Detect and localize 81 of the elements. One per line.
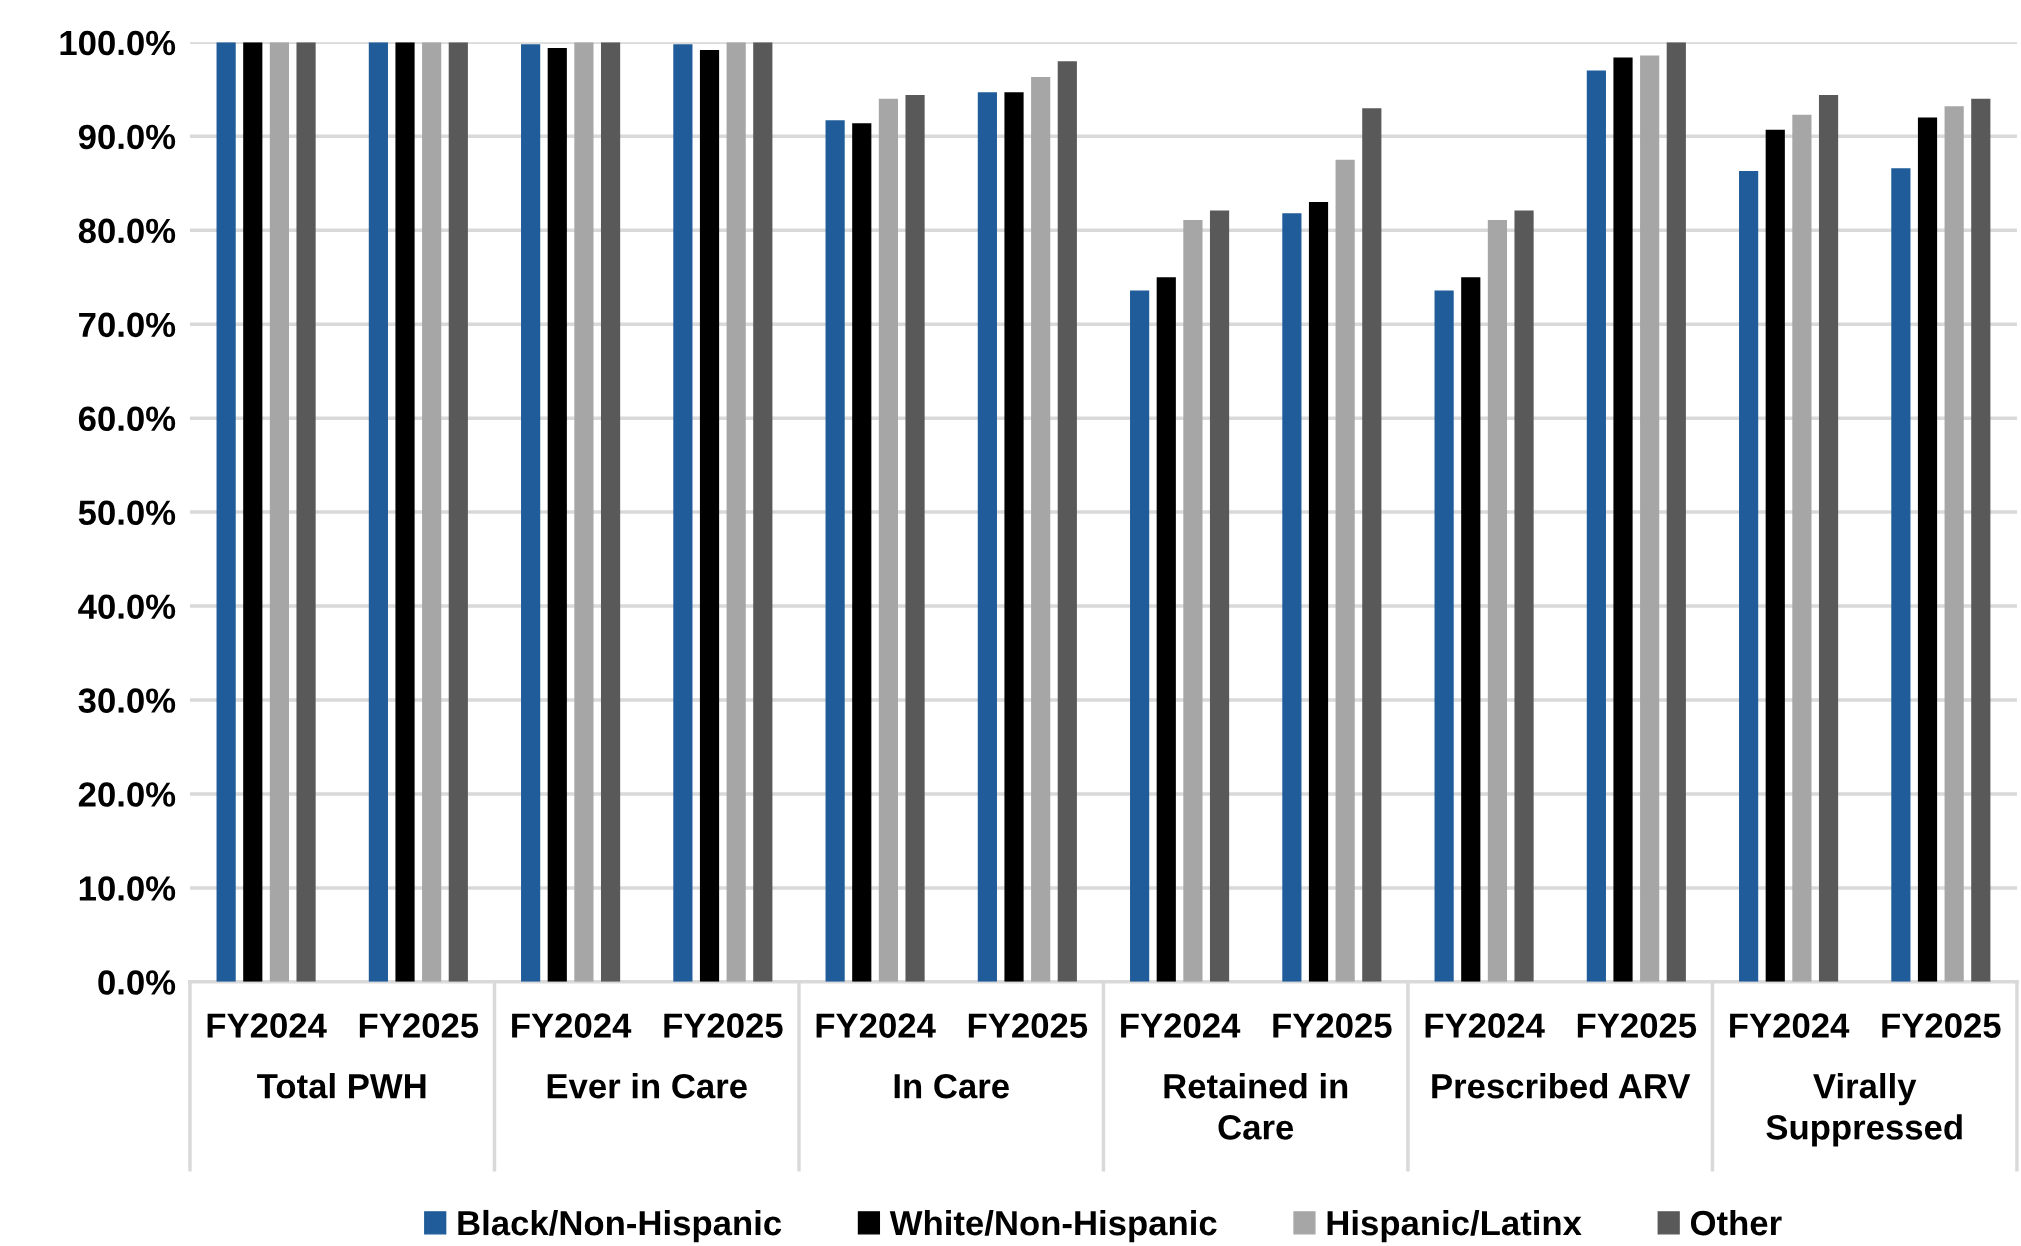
x-tick-label: FY2024	[207, 1013, 327, 1038]
x-tick-label: FY2025	[359, 1013, 479, 1038]
bar	[1130, 290, 1150, 982]
x-tick-label: FY2025	[1273, 1013, 1392, 1038]
y-tick-label: 40.0%	[78, 594, 176, 619]
bar	[521, 44, 541, 982]
bar	[1031, 77, 1051, 982]
x-tick-label: FY2024	[816, 1013, 936, 1038]
legend-label: White/Non-Hispanic	[889, 1209, 1217, 1243]
bar	[1335, 159, 1355, 982]
bar	[574, 42, 594, 982]
bar	[1057, 61, 1077, 982]
bar	[878, 98, 899, 982]
bar	[673, 44, 693, 982]
bar	[1461, 277, 1481, 982]
y-tick-label: 50.0%	[78, 500, 176, 526]
x-tick-label: FY2024	[1425, 1013, 1545, 1038]
text: Virally Suppressed	[1766, 1072, 1962, 1147]
bar	[448, 42, 468, 982]
y-tick-label: 30.0%	[78, 688, 176, 713]
y-tick-label: 20.0%	[78, 782, 176, 807]
bar	[547, 48, 567, 982]
bar	[1818, 94, 1839, 982]
legend-label: Hispanic/Latinx	[1327, 1209, 1582, 1243]
bar	[852, 123, 872, 982]
y-tick-label: 90.0%	[78, 124, 176, 150]
bar	[1666, 42, 1686, 982]
bar	[1487, 219, 1507, 982]
bar	[243, 42, 263, 982]
bar	[1434, 290, 1454, 982]
bar	[825, 120, 845, 982]
bar	[1156, 277, 1176, 982]
text: Total PWH	[257, 1072, 426, 1099]
text: Ever in Care	[547, 1072, 747, 1099]
text: Retained in Care	[1164, 1072, 1348, 1140]
bar	[600, 42, 621, 982]
bar	[1613, 57, 1633, 982]
bar	[1282, 213, 1302, 982]
y-tick-label: 80.0%	[78, 218, 176, 244]
x-tick-label: FY2024	[1121, 1013, 1241, 1038]
bar	[1308, 202, 1329, 982]
bar	[1765, 129, 1785, 982]
bar	[905, 94, 925, 982]
bar	[1514, 210, 1534, 982]
bar	[395, 42, 415, 982]
bar	[726, 42, 746, 982]
bar	[1971, 98, 1991, 982]
text: In Care	[894, 1073, 1009, 1099]
y-tick-label: 0.0%	[98, 970, 176, 995]
bar	[422, 42, 442, 982]
bar	[1362, 108, 1382, 982]
bar	[699, 49, 720, 982]
text: Prescribed ARV	[1432, 1072, 1691, 1099]
x-tick-label: FY2025	[968, 1013, 1088, 1038]
bar	[216, 42, 236, 982]
bar	[368, 42, 388, 982]
bar	[1792, 114, 1812, 982]
y-tick-label: 10.0%	[79, 876, 176, 901]
bar	[1640, 55, 1660, 982]
bar	[1739, 171, 1759, 982]
x-tick-label: FY2025	[1577, 1013, 1697, 1038]
legend-label: Other	[1690, 1209, 1782, 1236]
bar	[1004, 92, 1024, 982]
bar	[269, 42, 290, 982]
bar	[1891, 168, 1911, 982]
legend-label: Black/Non-Hispanic	[458, 1209, 782, 1243]
x-tick-label: FY2025	[664, 1013, 783, 1038]
bar	[1209, 210, 1230, 982]
bar	[977, 92, 997, 982]
x-tick-label: FY2024	[1730, 1013, 1850, 1038]
y-tick-label: 60.0%	[78, 406, 176, 432]
x-tick-label: FY2025	[1882, 1013, 2001, 1038]
x-tick-label: FY2024	[512, 1013, 632, 1038]
bar	[296, 42, 316, 982]
bar	[1917, 117, 1938, 982]
bar	[1944, 106, 1964, 982]
y-tick-label: 100.0%	[60, 30, 176, 56]
bar	[1183, 219, 1203, 982]
bar	[753, 42, 773, 982]
y-tick-label: 70.0%	[79, 312, 176, 338]
bar	[1586, 70, 1606, 982]
